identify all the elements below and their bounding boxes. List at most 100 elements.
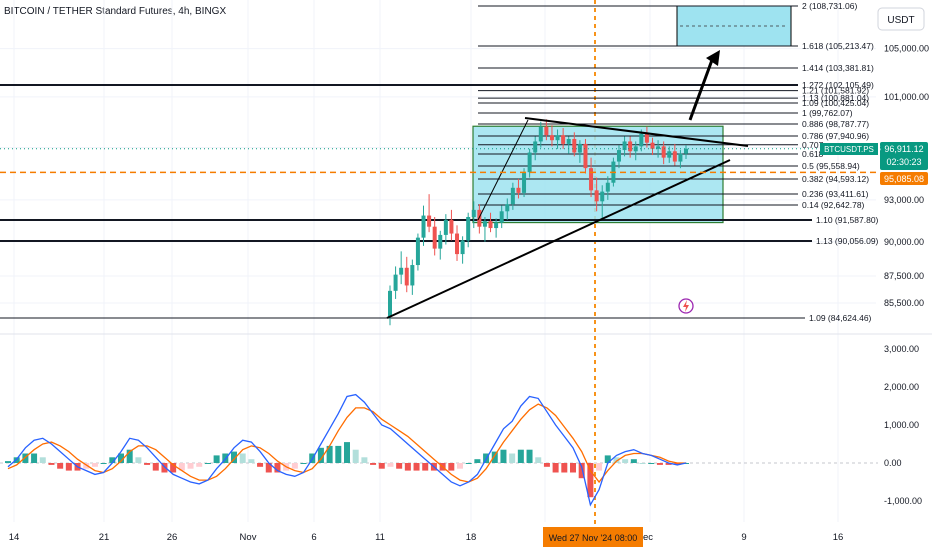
orange-level-badge: 95,085.08 [880,172,928,185]
macd-histogram-bar [31,453,38,463]
macd-histogram-bar [57,463,64,469]
macd-histogram-bar [291,463,298,469]
orange-price-level[interactable] [0,148,878,174]
macd-histogram-bar [526,449,533,463]
macd-histogram-bar [648,463,655,464]
candle-body [421,215,426,238]
macd-histogram-bar [552,463,559,473]
time-tick-label-partial: ec [643,532,653,543]
alert-icon[interactable] [678,298,694,314]
candle-body [605,182,610,192]
candle-body [460,240,465,255]
macd-histogram-bar [378,463,385,469]
candle-body [455,233,460,255]
macd-histogram-bar [248,459,255,463]
currency-button-label[interactable]: USDT [887,15,914,26]
consolidation-box[interactable] [472,125,724,224]
candle-body [544,126,549,136]
candle-body [583,143,588,169]
candle-body [633,146,638,152]
fib-label: 2 (108,731.06) [802,1,857,11]
macd-histogram-bar [370,463,377,465]
candle-body [684,148,688,154]
macd-histogram-bar [344,442,350,463]
candle-body [443,219,448,235]
currency-button[interactable]: USDT [877,7,925,31]
fib-label: 1.618 (105,213.47) [802,41,874,51]
candle-body [672,151,677,162]
macd-histogram-bar [622,459,629,463]
macd-histogram-bar [109,457,116,463]
macd-histogram-bar [613,457,620,463]
macd-histogram-bar [118,453,124,463]
fibonacci-levels[interactable]: 2 (108,731.06) 1.618 (105,213.47) 1.414 (1… [0,1,879,323]
candle-body [661,146,666,158]
macd-histogram-bar [239,453,246,463]
macd-histogram-bar [396,463,403,469]
target-box[interactable] [676,5,792,47]
candle-body [533,141,538,153]
macd-histogram-bar [170,463,177,473]
time-tick-label: 26 [167,532,178,543]
candle-body [388,290,392,317]
macd-tick-label: -1,000.00 [884,496,922,506]
macd-histogram-bar [83,463,90,469]
candle-body [538,126,543,142]
macd-histogram-bar [674,463,681,465]
candle-body [572,138,577,153]
macd-histogram-bar [639,463,646,464]
macd-histogram-bar [535,457,542,463]
macd-histogram-bar [387,463,394,467]
macd-tick-label: 0.00 [884,458,902,468]
fib-label: 0.886 (98,787.77) [802,119,869,129]
macd-histogram-bar [13,457,20,463]
price-tick-label: 101,000.00 [884,92,929,102]
fib-label: 1.13 (100,881.04) [802,93,869,103]
candle-body [482,221,487,227]
time-tick-label: 18 [466,532,477,543]
candle-body [678,153,683,162]
candle-body [555,135,560,141]
candle-body [494,222,499,229]
candle-body [628,141,633,152]
macd-histogram-bar [300,463,307,464]
macd-histogram-bar [100,463,107,464]
macd-histogram-bar [509,453,516,463]
candle-body [449,219,454,234]
fib-label: 0.236 (93,411.61) [802,189,869,199]
time-tick-label: 21 [99,532,110,543]
candle-body [600,191,605,202]
trendline-support [386,159,731,319]
macd-histogram-bar [561,463,568,473]
macd-histogram-bar [656,463,663,465]
fib-label: 1.272 (102,105.49) [802,80,874,90]
price-badge-countdown: 02:30:23 [886,157,921,167]
macd-histogram-bar [326,445,333,463]
time-tick-label: 14 [9,532,20,543]
macd-histogram-bar [196,463,203,467]
macd-histogram-bar [144,463,151,465]
macd-histogram-bar [65,463,72,471]
macd-histogram-bar [361,457,368,463]
candle-body [466,216,471,241]
macd-histogram-bar [596,463,603,471]
candle-body [505,204,510,212]
trendline-resistance [524,117,749,147]
price-badge-symbol-text: BTCUSDT.PS [824,145,874,154]
macd-histogram-bar [413,463,420,471]
macd-histogram-bar [500,449,507,463]
trendlines[interactable] [386,50,749,319]
orange-level-badge-text: 95,085.08 [884,174,924,184]
candle-body [639,133,644,147]
candle-body [404,267,409,286]
macd-histogram-bar [630,459,637,463]
projection-arrowhead [706,50,720,66]
fib-label: 0.382 (94,593.12) [802,174,869,184]
candle-body [594,190,599,202]
trendline-channel [477,119,529,221]
price-tick-label: 93,000.00 [884,195,924,205]
macd-histogram-bar [587,463,594,498]
fib-label: 0.618 [802,149,824,159]
time-axis[interactable]: 14 21 26 Nov 6 11 18 9 16 ec [9,532,844,543]
